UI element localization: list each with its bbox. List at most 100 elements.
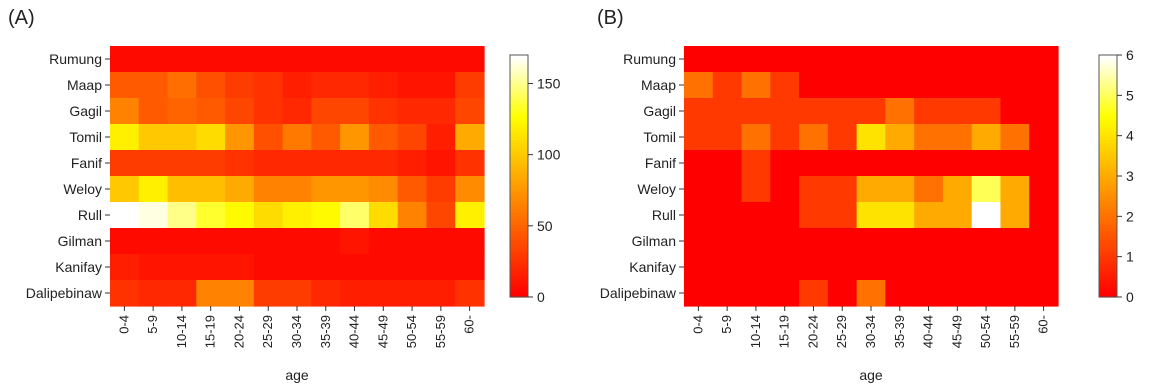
heatmap-cell: [885, 72, 915, 99]
colorbar-segment: [1099, 145, 1117, 150]
heatmap-cell: [196, 280, 226, 307]
heatmap-cell: [196, 176, 226, 203]
heatmap-cell: [138, 98, 169, 125]
heatmap-cell: [684, 46, 714, 73]
heatmap-cell: [311, 124, 341, 151]
colorbar-segment: [510, 224, 528, 229]
heatmap-cell: [167, 202, 197, 229]
colorbar-segment: [1099, 176, 1117, 180]
heatmap-cell: [1000, 176, 1030, 203]
heatmap-cell: [914, 280, 944, 307]
heatmap-cell: [942, 228, 973, 255]
y-tick-label: Kanifay: [629, 259, 676, 275]
y-tick-label: Weloy: [637, 181, 676, 197]
heatmap-cell: [225, 150, 255, 177]
y-tick-label: Gilman: [58, 233, 102, 249]
x-tick-label: 30-34: [863, 315, 878, 348]
colorbar-segment: [1099, 254, 1117, 259]
heatmap-cell: [167, 124, 197, 151]
heatmap-cell: [225, 254, 255, 281]
heatmap-cell: [340, 124, 370, 151]
colorbar-segment: [510, 254, 528, 259]
heatmap-cell: [253, 176, 284, 203]
heatmap-cell: [770, 72, 800, 99]
colorbar-segment: [510, 206, 528, 210]
colorbar-tick-label: 0: [1126, 289, 1134, 305]
colorbar-segment: [510, 121, 528, 126]
heatmap-cell: [914, 150, 944, 177]
heatmap-cell: [856, 254, 886, 281]
heatmap-cell: [138, 46, 169, 73]
heatmap-cell: [397, 202, 428, 229]
panel-label: (B): [597, 7, 624, 29]
colorbar-segment: [510, 266, 528, 271]
colorbar-segment: [510, 227, 528, 232]
colorbar-segment: [510, 191, 528, 195]
y-tick-label: Rull: [78, 207, 102, 223]
x-tick-label: 60-: [462, 315, 477, 334]
heatmap-cell: [770, 176, 800, 203]
colorbar-tick-label: 4: [1126, 128, 1134, 144]
heatmap-cell: [971, 228, 1002, 255]
heatmap-cell: [741, 72, 771, 99]
colorbar-segment: [1099, 73, 1117, 77]
heatmap-cell: [253, 46, 284, 73]
colorbar-segment: [1099, 130, 1117, 135]
heatmap-cell: [340, 46, 370, 73]
heatmap-cell: [1000, 254, 1030, 281]
heatmap-cell: [253, 150, 284, 177]
x-tick-label: 5-9: [145, 315, 160, 334]
colorbar-segment: [1099, 206, 1117, 210]
colorbar-segment: [1099, 200, 1117, 204]
colorbar-segment: [1099, 169, 1117, 174]
heatmap-cell: [914, 228, 944, 255]
colorbar-tick-label: 3: [1126, 168, 1134, 184]
colorbar-segment: [510, 139, 528, 144]
heatmap-cell: [741, 202, 771, 229]
heatmap-cell: [1029, 280, 1059, 307]
heatmap-panel-1: (A) Rumung Maap Gagil Tomil Fanif Weloy Rull Gil…: [8, 7, 561, 383]
heatmap-cell: [311, 72, 341, 99]
heatmap-cell: [167, 72, 197, 99]
colorbar-tick-label: 6: [1126, 47, 1134, 63]
heatmap-cell: [827, 202, 858, 229]
heatmap-cell: [368, 150, 399, 177]
heatmap-cell: [196, 254, 226, 281]
heatmap-cell: [397, 280, 428, 307]
colorbar-segment: [510, 61, 528, 65]
heatmap-cell: [426, 280, 456, 307]
colorbar-segment: [510, 97, 528, 101]
heatmap-cell: [741, 150, 771, 177]
colorbar-segment: [510, 203, 528, 207]
colorbar-segment: [510, 109, 528, 114]
heatmap-cell: [914, 202, 944, 229]
colorbar-segment: [1099, 287, 1117, 292]
heatmap-cell: [684, 176, 714, 203]
colorbar-segment: [510, 58, 528, 62]
colorbar-segment: [1099, 203, 1117, 207]
heatmap-cell: [455, 98, 485, 125]
heatmap-cell: [167, 254, 197, 281]
colorbar-segment: [1099, 179, 1117, 183]
colorbar-segment: [1099, 215, 1117, 219]
y-tick-label: Dalipebinaw: [26, 285, 103, 301]
y-tick-label: Rumung: [623, 51, 676, 67]
heatmap-cell: [253, 228, 284, 255]
heatmap-cell: [1000, 72, 1030, 99]
heatmap-cell: [311, 202, 341, 229]
heatmap-cell: [770, 280, 800, 307]
colorbar-segment: [1099, 154, 1117, 159]
heatmap-cell: [397, 228, 428, 255]
y-tick-label: Fanif: [71, 155, 102, 171]
x-tick-label: 20-24: [231, 315, 246, 348]
heatmap-cell: [827, 46, 858, 73]
colorbar-segment: [510, 133, 528, 138]
colorbar-segment: [1099, 191, 1117, 195]
colorbar-segment: [510, 142, 528, 147]
heatmap-cell: [455, 124, 485, 151]
colorbar-segment: [1099, 281, 1117, 286]
heatmap-cell: [684, 228, 714, 255]
heatmap-cell: [712, 124, 743, 151]
heatmap-cell: [1000, 202, 1030, 229]
heatmap-cell: [196, 124, 226, 151]
